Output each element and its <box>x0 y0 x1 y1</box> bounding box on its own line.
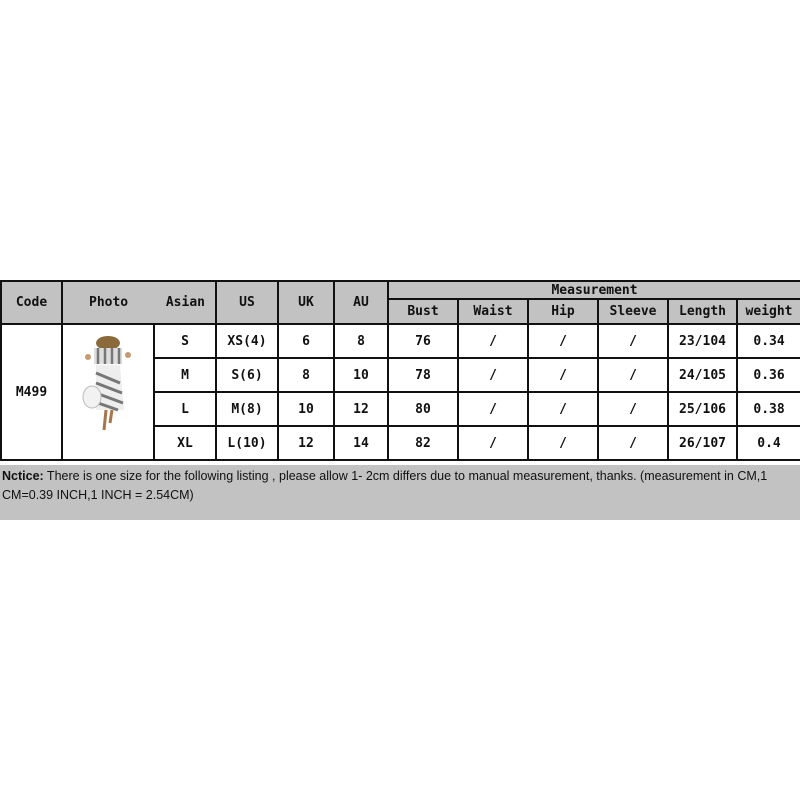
notice: Nctice: There is one size for the follow… <box>0 465 800 520</box>
cell-uk: 8 <box>277 357 335 393</box>
cell-sleeve: / <box>597 323 669 359</box>
header-bust: Bust <box>387 298 459 325</box>
header-length: Length <box>667 298 738 325</box>
header-us: US <box>215 280 279 325</box>
cell-sleeve: / <box>597 425 669 461</box>
cell-au: 14 <box>333 425 389 461</box>
cell-waist: / <box>457 425 529 461</box>
header-uk: UK <box>277 280 335 325</box>
header-photo-asian: Photo Asian <box>61 280 217 325</box>
cell-sleeve: / <box>597 357 669 393</box>
cell-uk: 12 <box>277 425 335 461</box>
header-au: AU <box>333 280 389 325</box>
header-hip: Hip <box>527 298 599 325</box>
cell-bust: 80 <box>387 391 459 427</box>
product-code: M499 <box>0 323 63 461</box>
size-table: Code Photo Asian US UK AU Measurement Bus… <box>0 280 800 461</box>
cell-au: 8 <box>333 323 389 359</box>
cell-uk: 6 <box>277 323 335 359</box>
table-row: L M(8) 10 12 80///25/106 0.38 <box>1 391 800 427</box>
cell-waist: / <box>457 357 529 393</box>
cell-asian: M <box>153 357 217 393</box>
cell-hip: / <box>527 357 599 393</box>
notice-text: There is one size for the following list… <box>2 469 768 502</box>
cell-uk: 10 <box>277 391 335 427</box>
cell-weight: 0.36 <box>735 357 800 393</box>
cell-bust: 82 <box>387 425 459 461</box>
size-chart: Code Photo Asian US UK AU Measurement Bus… <box>0 280 800 461</box>
cell-au: 12 <box>333 391 389 427</box>
header-asian: Asian <box>165 295 205 310</box>
cell-waist: / <box>457 391 529 427</box>
header-weight: weight <box>735 298 800 325</box>
cell-weight: 0.4 <box>735 425 800 461</box>
cell-us: M(8) <box>215 391 279 427</box>
cell-asian: S <box>153 323 217 359</box>
table-row: XL L(10) 12 14 82///26/107 0.4 <box>1 425 800 461</box>
table-row: M499 S XS(4) 6 8 76///23/104 0.34 <box>0 323 800 461</box>
table-row: M S(6) 8 10 78///24/105 0.36 <box>1 357 800 393</box>
cell-us: S(6) <box>215 357 279 393</box>
cell-sleeve: / <box>597 391 669 427</box>
cell-asian: L <box>153 391 217 427</box>
cell-us: XS(4) <box>215 323 279 359</box>
cell-waist: / <box>457 323 529 359</box>
cell-hip: / <box>527 323 599 359</box>
cell-bust: 76 <box>387 323 459 359</box>
cell-length: 25/106 <box>667 391 738 427</box>
header-waist: Waist <box>457 298 529 325</box>
cell-us: L(10) <box>215 425 279 461</box>
notice-label: Nctice: <box>2 469 44 483</box>
cell-length: 24/105 <box>667 357 738 393</box>
product-photo-image <box>82 336 131 431</box>
cell-hip: / <box>527 391 599 427</box>
product-photo <box>61 323 155 461</box>
header-photo: Photo <box>89 295 129 310</box>
cell-hip: / <box>527 425 599 461</box>
cell-asian: XL <box>153 425 217 461</box>
header-sleeve: Sleeve <box>597 298 669 325</box>
header-measurement: Measurement <box>386 280 800 300</box>
cell-weight: 0.38 <box>735 391 800 427</box>
cell-bust: 78 <box>387 357 459 393</box>
cell-length: 23/104 <box>667 323 738 359</box>
header-code: Code <box>0 280 63 325</box>
cell-au: 10 <box>333 357 389 393</box>
cell-weight: 0.34 <box>735 323 800 359</box>
cell-length: 26/107 <box>667 425 738 461</box>
